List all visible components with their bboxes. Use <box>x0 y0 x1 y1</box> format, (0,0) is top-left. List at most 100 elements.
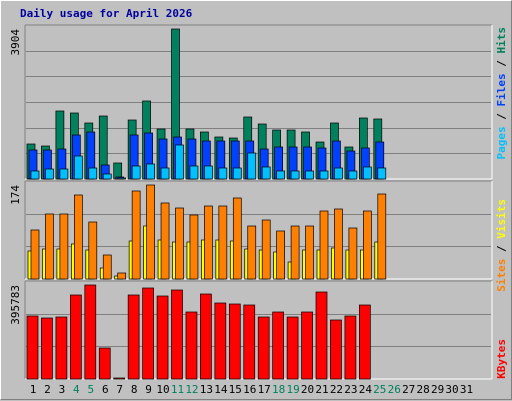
legend-hits-files-pages-separator: / <box>495 107 508 127</box>
max-value-labels: 3904 174 395783 <box>9 29 22 325</box>
kbytes-bar <box>359 304 371 380</box>
pages-bar <box>377 167 387 180</box>
day-label: 30 <box>445 383 458 396</box>
sites-bar <box>175 207 184 280</box>
day-label: 20 <box>301 383 314 396</box>
sites-bar <box>45 213 54 280</box>
pages-bar <box>218 167 228 180</box>
day-label: 1 <box>30 383 37 396</box>
kbytes-bar <box>84 284 97 380</box>
sites-bar <box>363 210 372 280</box>
sites-bar <box>59 213 69 280</box>
day-label: 26 <box>388 383 401 396</box>
sites-bar <box>247 225 257 280</box>
pages-bar <box>305 170 314 180</box>
pages-bar <box>30 170 40 180</box>
pages-bar <box>189 165 199 180</box>
kbytes-bar <box>41 317 53 380</box>
day-label: 13 <box>200 383 213 396</box>
kbytes-bar <box>26 315 39 380</box>
sites-bar <box>334 208 343 280</box>
day-label: 31 <box>460 383 473 396</box>
day-label: 4 <box>73 383 80 396</box>
day-label: 29 <box>431 383 444 396</box>
day-label: 16 <box>243 383 256 396</box>
pages-bar <box>102 173 112 180</box>
day-label: 7 <box>116 383 123 396</box>
side-legend: Pages / Files / Hits Sites / Visits KBytes <box>495 27 508 379</box>
day-label: 5 <box>87 383 94 396</box>
pages-bar <box>45 168 54 180</box>
legend-kbytes: KBytes <box>495 339 508 379</box>
sites-bar <box>160 202 170 280</box>
day-label: 3 <box>59 383 66 396</box>
pages-bar <box>59 168 69 180</box>
kbytes-bar <box>98 347 111 380</box>
day-label: 12 <box>185 383 198 396</box>
legend-sites-visits: Sites / Visits <box>495 199 508 292</box>
day-label: 9 <box>145 383 152 396</box>
pages-bar <box>88 167 98 180</box>
hits-bar <box>113 162 123 180</box>
day-label: 21 <box>315 383 328 396</box>
day-label: 25 <box>373 383 386 396</box>
day-label: 2 <box>44 383 51 396</box>
kbytes-panel <box>24 280 493 380</box>
kbytes-bar <box>301 311 313 380</box>
sites-bar <box>319 210 329 280</box>
sites-bar <box>73 194 83 280</box>
sites-bar <box>261 219 271 280</box>
sites-bar <box>102 254 112 280</box>
legend-hits-files-pages-files: Files <box>495 73 508 106</box>
pages-bar <box>73 155 83 180</box>
sites-bar <box>276 230 285 280</box>
kbytes-bar <box>185 311 198 380</box>
pages-bar <box>175 144 184 180</box>
max-value-label: 395783 <box>9 285 22 325</box>
sites-bar <box>218 205 228 280</box>
day-label: 24 <box>359 383 373 396</box>
legend-sites-visits-visits: Visits <box>495 199 508 239</box>
pages-bar <box>232 167 242 180</box>
kbytes-bar <box>228 303 241 380</box>
sites-bar <box>189 214 199 280</box>
day-label: 15 <box>229 383 242 396</box>
pages-bar <box>204 165 213 180</box>
day-label: 27 <box>402 383 415 396</box>
sites-bar <box>232 197 242 280</box>
kbytes-bar <box>142 287 154 380</box>
legend-hits-files-pages-hits: Hits <box>495 27 508 54</box>
kbytes-bar <box>286 316 299 380</box>
kbytes-bar <box>315 291 328 380</box>
kbytes-bar <box>257 316 270 380</box>
kbytes-bar <box>272 311 284 380</box>
sites-bar <box>117 272 127 280</box>
pages-bar <box>131 165 141 180</box>
sites-bar <box>305 225 314 280</box>
day-label: 19 <box>286 383 299 396</box>
pages-bar <box>319 170 329 180</box>
day-label: 28 <box>417 383 430 396</box>
kbytes-bar <box>344 315 357 380</box>
day-label: 14 <box>214 383 228 396</box>
max-value-label: 174 <box>9 185 22 205</box>
sites-bar <box>131 190 141 280</box>
visits-sites-panel <box>24 180 493 280</box>
pages-bar <box>348 170 358 180</box>
pages-bar <box>290 170 300 180</box>
day-label: 11 <box>171 383 184 396</box>
kbytes-bar <box>113 377 126 380</box>
max-value-label: 3904 <box>9 29 22 56</box>
kbytes-bar <box>156 295 169 380</box>
legend-hits-files-pages-separator: / <box>495 54 508 74</box>
kbytes-bar <box>243 304 256 380</box>
day-label: 22 <box>330 383 343 396</box>
sites-bar <box>88 221 98 280</box>
pages-bar <box>363 166 372 180</box>
pages-bar <box>334 167 343 180</box>
sites-bar <box>348 227 358 280</box>
day-axis: 1 2 3 4 5 6 7 8 9 10 11 12 13 14 15 16 17 18 19 20 21 22 23 24 2… <box>30 383 473 396</box>
kbytes-bar <box>69 294 82 380</box>
